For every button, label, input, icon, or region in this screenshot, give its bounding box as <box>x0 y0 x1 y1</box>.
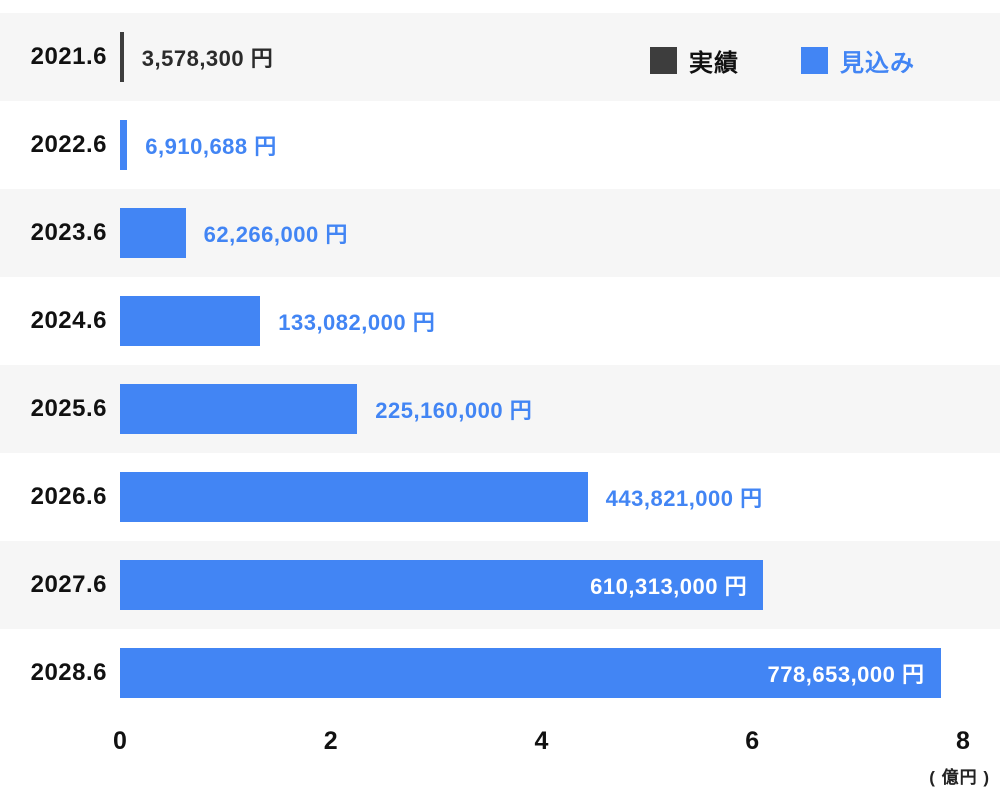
actual-bar <box>120 32 124 82</box>
plot-area: 62,266,000 円 <box>120 208 963 258</box>
chart-row: 2023.6 62,266,000 円 <box>0 189 1000 277</box>
category-label: 2025.6 <box>30 395 107 422</box>
legend-swatch-icon <box>650 47 677 74</box>
chart-rows: 2021.6 3,578,300 円 2022.6 6,910,688 円 2023.6… <box>0 13 1000 717</box>
forecast-bar <box>120 384 358 434</box>
chart-row: 2027.6 610,313,000 円 <box>0 541 1000 629</box>
plot-area: 225,160,000 円 <box>120 384 963 434</box>
category-label: 2026.6 <box>30 483 107 510</box>
plot-area: 133,082,000 円 <box>120 296 963 346</box>
chart-row: 2028.6 778,653,000 円 <box>0 629 1000 717</box>
legend: 実績 見込み <box>650 43 915 78</box>
legend-item: 実績 <box>650 43 739 78</box>
chart-row: 2026.6 443,821,000 円 <box>0 453 1000 541</box>
forecast-bar <box>120 472 588 522</box>
forecast-bar <box>120 296 261 346</box>
legend-label: 見込み <box>840 50 915 77</box>
plot-area: 6,910,688 円 <box>120 120 963 170</box>
forecast-bar <box>120 120 128 170</box>
legend-swatch-icon <box>801 47 828 74</box>
value-label: 133,082,000 円 <box>278 310 436 335</box>
legend-item: 見込み <box>801 43 915 78</box>
legend-label: 実績 <box>689 50 739 77</box>
value-label: 62,266,000 円 <box>203 222 348 247</box>
value-label: 3,578,300 円 <box>141 46 274 71</box>
category-label: 2021.6 <box>30 43 107 70</box>
axis-unit-label: ( 億円 ) <box>929 768 990 787</box>
chart-row: 2024.6 133,082,000 円 <box>0 277 1000 365</box>
category-label: 2027.6 <box>30 571 107 598</box>
plot-area: 443,821,000 円 <box>120 472 963 522</box>
value-label: 6,910,688 円 <box>145 134 277 159</box>
category-label: 2023.6 <box>30 219 107 246</box>
forecast-bar <box>120 208 186 258</box>
value-label: 443,821,000 円 <box>605 486 763 511</box>
plot-area: 3,578,300 円 <box>120 32 963 82</box>
chart-row: 2021.6 3,578,300 円 <box>0 13 1000 101</box>
value-label: 225,160,000 円 <box>375 398 533 423</box>
x-axis: 0 2 4 6 8 <box>113 717 970 763</box>
forecast-bar <box>120 648 941 698</box>
chart-row: 2022.6 6,910,688 円 <box>0 101 1000 189</box>
plot-area: 610,313,000 円 <box>120 560 963 610</box>
category-label: 2028.6 <box>30 659 107 686</box>
x-axis-tick: 8 <box>956 727 970 755</box>
plot-area: 778,653,000 円 <box>120 648 963 698</box>
category-label: 2022.6 <box>30 131 107 158</box>
forecast-bar <box>120 560 764 610</box>
value-label: 778,653,000 円 <box>767 662 925 687</box>
chart-row: 2025.6 225,160,000 円 <box>0 365 1000 453</box>
x-axis-tick: 2 <box>323 727 338 755</box>
x-axis-tick: 4 <box>534 727 549 755</box>
x-axis-tick: 6 <box>745 727 760 755</box>
value-label: 610,313,000 円 <box>590 574 748 599</box>
category-label: 2024.6 <box>30 307 107 334</box>
x-axis-tick: 0 <box>113 727 127 755</box>
